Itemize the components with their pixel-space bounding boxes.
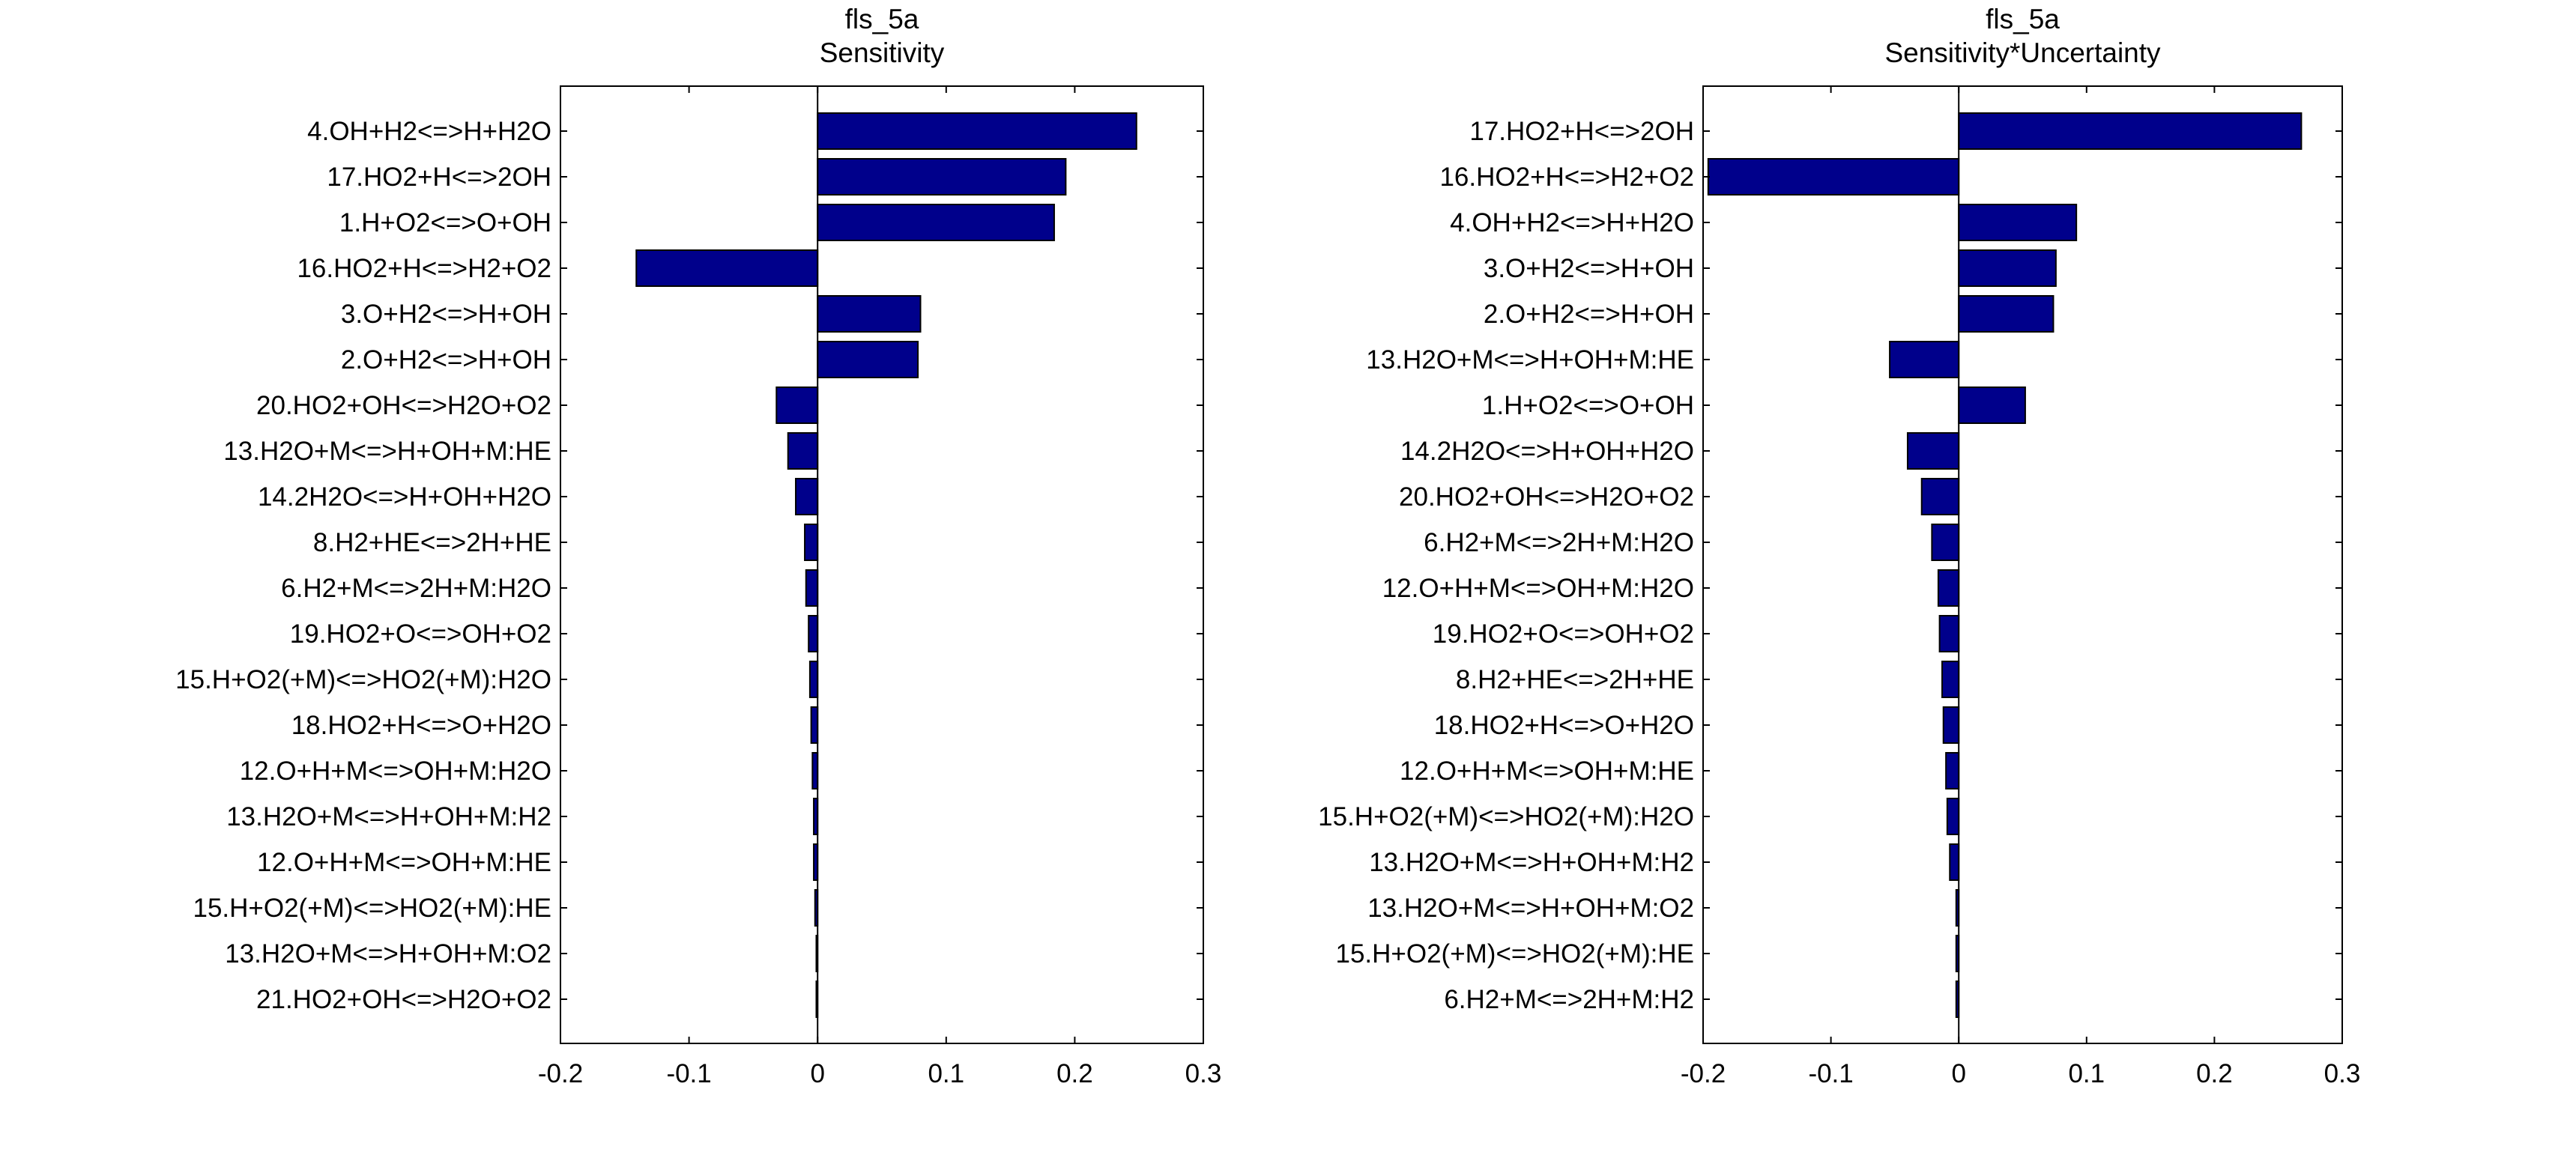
category-label: 12.O+H+M<=>OH+M:H2O <box>1382 574 1694 603</box>
bar <box>817 295 922 333</box>
category-label: 1.H+O2<=>O+OH <box>339 208 551 237</box>
category-label: 2.O+H2<=>H+OH <box>1484 300 1694 329</box>
x-tick-label: 0.1 <box>928 1059 964 1088</box>
category-label: 1.H+O2<=>O+OH <box>1482 391 1694 420</box>
bar <box>1945 752 1960 789</box>
bar <box>817 341 919 378</box>
bar <box>1920 478 1960 515</box>
category-label: 18.HO2+H<=>O+H2O <box>1434 711 1694 740</box>
bar <box>1889 341 1960 378</box>
x-tick-label: 0 <box>1951 1059 1965 1088</box>
chart-subtitle: Sensitivity <box>820 37 945 68</box>
bar <box>1946 798 1960 835</box>
bar <box>805 569 819 607</box>
category-label: 20.HO2+OH<=>H2O+O2 <box>256 391 551 420</box>
bar <box>1931 524 1960 561</box>
bar <box>1958 387 2026 424</box>
category-label: 13.H2O+M<=>H+OH+M:H2 <box>226 802 551 831</box>
bar <box>1937 569 1960 607</box>
category-label: 6.H2+M<=>2H+M:H2 <box>1444 985 1694 1014</box>
x-tick-label: 0.2 <box>2196 1059 2233 1088</box>
category-label: 14.2H2O<=>H+OH+H2O <box>1400 437 1694 466</box>
bar <box>817 112 1137 150</box>
category-label: 16.HO2+H<=>H2+O2 <box>297 254 551 283</box>
x-tick-label: -0.1 <box>666 1059 711 1088</box>
x-tick-label: -0.1 <box>1808 1059 1853 1088</box>
category-label: 6.H2+M<=>2H+M:H2O <box>281 574 551 603</box>
category-label: 15.H+O2(+M)<=>HO2(+M):HE <box>193 894 552 923</box>
category-label: 19.HO2+O<=>OH+O2 <box>1433 619 1694 649</box>
category-label: 13.H2O+M<=>H+OH+M:H2 <box>1369 848 1694 877</box>
x-tick-label: 0.1 <box>2068 1059 2105 1088</box>
bar <box>1958 112 2303 150</box>
category-label: 2.O+H2<=>H+OH <box>341 345 551 375</box>
category-label: 12.O+H+M<=>OH+M:H2O <box>240 757 551 786</box>
category-label: 17.HO2+H<=>2OH <box>1469 117 1694 146</box>
category-label: 3.O+H2<=>H+OH <box>341 300 551 329</box>
bar <box>1906 432 1960 470</box>
bar <box>775 387 819 424</box>
bar <box>787 432 819 470</box>
bar <box>811 752 819 789</box>
x-tick-label: -0.2 <box>538 1059 583 1088</box>
category-label: 12.O+H+M<=>OH+M:HE <box>257 848 551 877</box>
category-label: 13.H2O+M<=>H+OH+M:O2 <box>225 939 551 969</box>
bar <box>635 249 819 287</box>
category-label: 13.H2O+M<=>H+OH+M:O2 <box>1367 894 1694 923</box>
bar <box>1938 615 1960 652</box>
bar <box>1949 843 1960 881</box>
category-label: 14.2H2O<=>H+OH+H2O <box>258 482 551 512</box>
x-tick-label: 0.2 <box>1056 1059 1093 1088</box>
chart-title: fls_5a <box>1986 4 2060 34</box>
x-tick-label: -0.2 <box>1681 1059 1726 1088</box>
bar <box>808 615 819 652</box>
bar <box>795 478 819 515</box>
bar <box>1707 158 1960 195</box>
plot-area <box>1702 85 2343 1044</box>
category-label: 17.HO2+H<=>2OH <box>327 163 551 192</box>
x-tick-label: 0.3 <box>2324 1059 2361 1088</box>
bar <box>1942 706 1960 744</box>
bar <box>1958 249 2057 287</box>
bar <box>1941 661 1960 698</box>
bar <box>808 661 819 698</box>
bar <box>817 204 1055 241</box>
chart-subtitle: Sensitivity*Uncertainty <box>1884 37 2161 68</box>
category-label: 13.H2O+M<=>H+OH+M:HE <box>1366 345 1694 375</box>
category-label: 15.H+O2(+M)<=>HO2(+M):HE <box>1336 939 1695 969</box>
category-label: 15.H+O2(+M)<=>HO2(+M):H2O <box>1318 802 1694 831</box>
category-label: 13.H2O+M<=>H+OH+M:HE <box>223 437 551 466</box>
chart-title: fls_5a <box>845 4 919 34</box>
bar <box>1958 295 2055 333</box>
category-label: 21.HO2+OH<=>H2O+O2 <box>256 985 551 1014</box>
x-tick-label: 0 <box>810 1059 824 1088</box>
category-label: 19.HO2+O<=>OH+O2 <box>290 619 551 649</box>
category-label: 18.HO2+H<=>O+H2O <box>291 711 551 740</box>
x-tick-label: 0.3 <box>1185 1059 1222 1088</box>
category-label: 3.O+H2<=>H+OH <box>1484 254 1694 283</box>
category-label: 6.H2+M<=>2H+M:H2O <box>1424 528 1694 557</box>
bar <box>804 524 819 561</box>
category-label: 4.OH+H2<=>H+H2O <box>1450 208 1694 237</box>
bar <box>810 706 819 744</box>
category-label: 15.H+O2(+M)<=>HO2(+M):H2O <box>175 665 551 694</box>
bar <box>1958 204 2078 241</box>
category-label: 8.H2+HE<=>2H+HE <box>313 528 551 557</box>
plot-area <box>560 85 1204 1044</box>
category-label: 20.HO2+OH<=>H2O+O2 <box>1399 482 1694 512</box>
category-label: 4.OH+H2<=>H+H2O <box>307 117 551 146</box>
category-label: 12.O+H+M<=>OH+M:HE <box>1400 757 1694 786</box>
bar <box>817 158 1067 195</box>
category-label: 8.H2+HE<=>2H+HE <box>1456 665 1694 694</box>
category-label: 16.HO2+H<=>H2+O2 <box>1439 163 1694 192</box>
